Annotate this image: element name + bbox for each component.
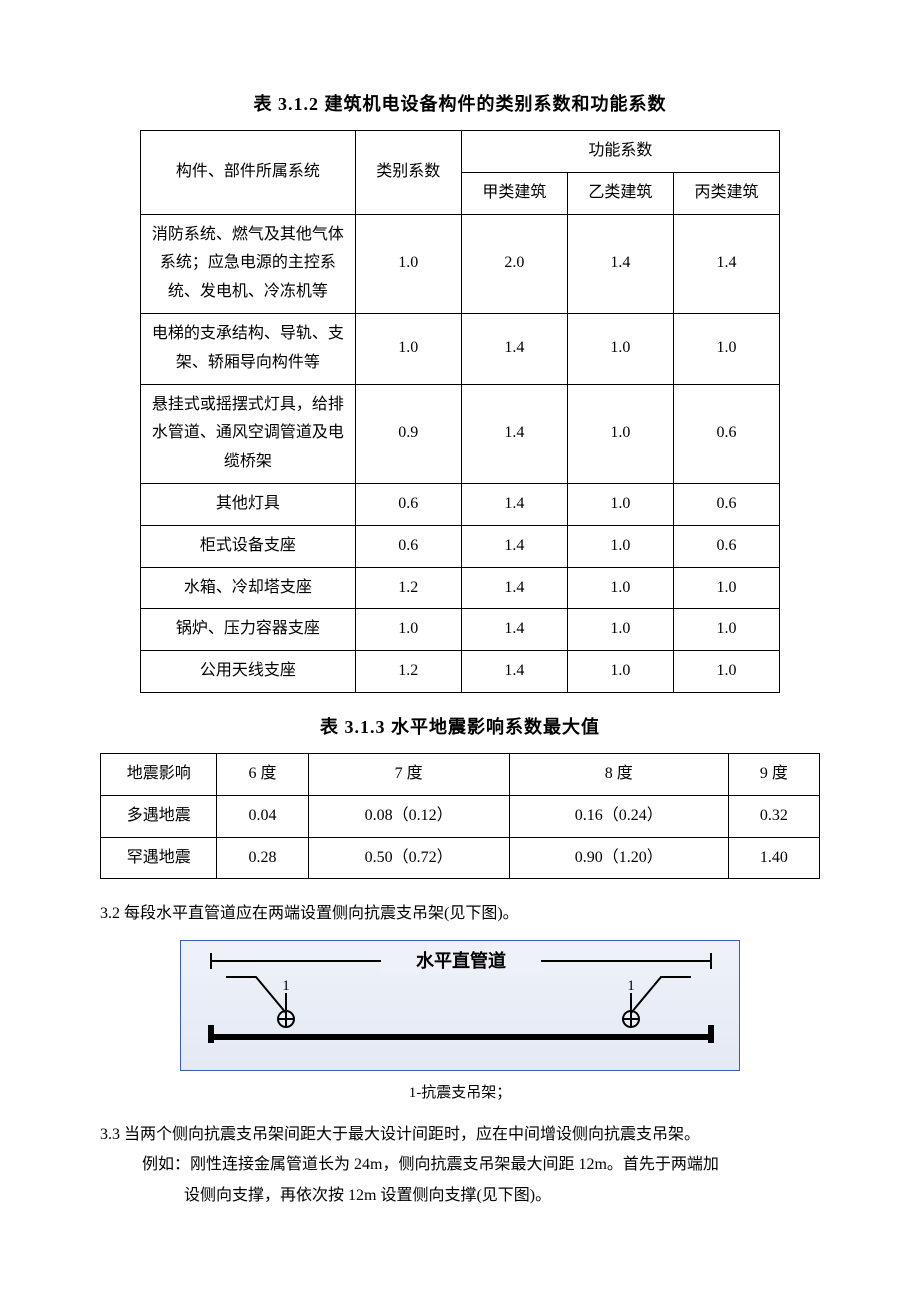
cell-system: 锅炉、压力容器支座	[141, 609, 356, 651]
cell-a: 1.4	[461, 651, 567, 693]
cell-a: 1.4	[461, 525, 567, 567]
cell-cat: 1.0	[355, 214, 461, 313]
th-function-group: 功能系数	[461, 131, 779, 173]
para-3-3-line3: 设侧向支撑，再依次按 12m 设置侧向支撑(见下图)。	[100, 1181, 820, 1211]
cell-system: 柜式设备支座	[141, 525, 356, 567]
cell-c: 0.6	[673, 483, 779, 525]
cell-a: 1.4	[461, 313, 567, 384]
cell-d6: 0.04	[217, 795, 308, 837]
diagram-caption: 1-抗震支吊架；	[100, 1081, 820, 1102]
cell-system: 悬挂式或摇摆式灯具，给排水管道、通风空调管道及电缆桥架	[141, 384, 356, 483]
cell-c: 1.4	[673, 214, 779, 313]
diagram-pipe: 水平直管道 1 1	[180, 940, 740, 1071]
diagram-label: 水平直管道	[416, 950, 506, 971]
table-row: 罕遇地震 0.28 0.50（0.72） 0.90（1.20） 1.40	[101, 837, 820, 879]
cell-system: 其他灯具	[141, 483, 356, 525]
cell-a: 1.4	[461, 483, 567, 525]
th-fn-a: 甲类建筑	[461, 172, 567, 214]
th-fn-b: 乙类建筑	[567, 172, 673, 214]
table-row: 柜式设备支座 0.6 1.4 1.0 0.6	[141, 525, 780, 567]
cell-a: 2.0	[461, 214, 567, 313]
cell-b: 1.0	[567, 483, 673, 525]
cell-d8: 0.16（0.24）	[509, 795, 728, 837]
cell-cat: 0.6	[355, 483, 461, 525]
cell-b: 1.4	[567, 214, 673, 313]
cell-system: 公用天线支座	[141, 651, 356, 693]
cell-b: 1.0	[567, 525, 673, 567]
para-3-2: 3.2 每段水平直管道应在两端设置侧向抗震支吊架(见下图)。	[100, 899, 820, 929]
cell-c: 1.0	[673, 609, 779, 651]
cell-c: 1.0	[673, 651, 779, 693]
cell-cat: 1.2	[355, 651, 461, 693]
table-row: 电梯的支承结构、导轨、支架、轿厢导向构件等 1.0 1.4 1.0 1.0	[141, 313, 780, 384]
cell-b: 1.0	[567, 609, 673, 651]
cell-a: 1.4	[461, 609, 567, 651]
cell-cat: 1.0	[355, 609, 461, 651]
cell-d9: 0.32	[728, 795, 819, 837]
cell-d7: 0.50（0.72）	[308, 837, 509, 879]
cell-system: 电梯的支承结构、导轨、支架、轿厢导向构件等	[141, 313, 356, 384]
table-row: 公用天线支座 1.2 1.4 1.0 1.0	[141, 651, 780, 693]
cell-d8: 0.90（1.20）	[509, 837, 728, 879]
table-row: 水箱、冷却塔支座 1.2 1.4 1.0 1.0	[141, 567, 780, 609]
th-category: 类别系数	[355, 131, 461, 215]
table-row: 悬挂式或摇摆式灯具，给排水管道、通风空调管道及电缆桥架 0.9 1.4 1.0 …	[141, 384, 780, 483]
cell-b: 1.0	[567, 384, 673, 483]
cell-c: 1.0	[673, 567, 779, 609]
para-3-3-line1: 3.3 当两个侧向抗震支吊架间距大于最大设计间距时，应在中间增设侧向抗震支吊架。	[100, 1120, 820, 1150]
th-d7: 7 度	[308, 753, 509, 795]
cell-c: 1.0	[673, 313, 779, 384]
table-row: 多遇地震 0.04 0.08（0.12） 0.16（0.24） 0.32	[101, 795, 820, 837]
cell-cat: 1.2	[355, 567, 461, 609]
th-influence: 地震影响	[101, 753, 217, 795]
table-313: 地震影响 6 度 7 度 8 度 9 度 多遇地震 0.04 0.08（0.12…	[100, 753, 820, 879]
cell-a: 1.4	[461, 384, 567, 483]
para-3-3-line2: 例如：刚性连接金属管道长为 24m，侧向抗震支吊架最大间距 12m。首先于两端加	[100, 1150, 820, 1180]
diagram-marker-left: 1	[282, 978, 290, 994]
cell-name: 多遇地震	[101, 795, 217, 837]
cell-cat: 0.6	[355, 525, 461, 567]
th-d6: 6 度	[217, 753, 308, 795]
cell-c: 0.6	[673, 525, 779, 567]
table-312: 构件、部件所属系统 类别系数 功能系数 甲类建筑 乙类建筑 丙类建筑 消防系统、…	[140, 130, 780, 693]
table-313-title: 表 3.1.3 水平地震影响系数最大值	[100, 713, 820, 739]
cell-name: 罕遇地震	[101, 837, 217, 879]
cell-b: 1.0	[567, 651, 673, 693]
cell-d7: 0.08（0.12）	[308, 795, 509, 837]
th-fn-c: 丙类建筑	[673, 172, 779, 214]
cell-cat: 0.9	[355, 384, 461, 483]
cell-d9: 1.40	[728, 837, 819, 879]
cell-b: 1.0	[567, 567, 673, 609]
cell-cat: 1.0	[355, 313, 461, 384]
table-row: 其他灯具 0.6 1.4 1.0 0.6	[141, 483, 780, 525]
th-d8: 8 度	[509, 753, 728, 795]
cell-a: 1.4	[461, 567, 567, 609]
cell-b: 1.0	[567, 313, 673, 384]
table-312-title: 表 3.1.2 建筑机电设备构件的类别系数和功能系数	[100, 90, 820, 116]
th-d9: 9 度	[728, 753, 819, 795]
th-system: 构件、部件所属系统	[141, 131, 356, 215]
cell-system: 水箱、冷却塔支座	[141, 567, 356, 609]
table-row: 消防系统、燃气及其他气体系统；应急电源的主控系统、发电机、冷冻机等 1.0 2.…	[141, 214, 780, 313]
table-row: 锅炉、压力容器支座 1.0 1.4 1.0 1.0	[141, 609, 780, 651]
cell-d6: 0.28	[217, 837, 308, 879]
pipe-diagram-svg: 水平直管道 1 1	[191, 947, 731, 1057]
cell-system: 消防系统、燃气及其他气体系统；应急电源的主控系统、发电机、冷冻机等	[141, 214, 356, 313]
diagram-marker-right: 1	[627, 978, 635, 994]
cell-c: 0.6	[673, 384, 779, 483]
